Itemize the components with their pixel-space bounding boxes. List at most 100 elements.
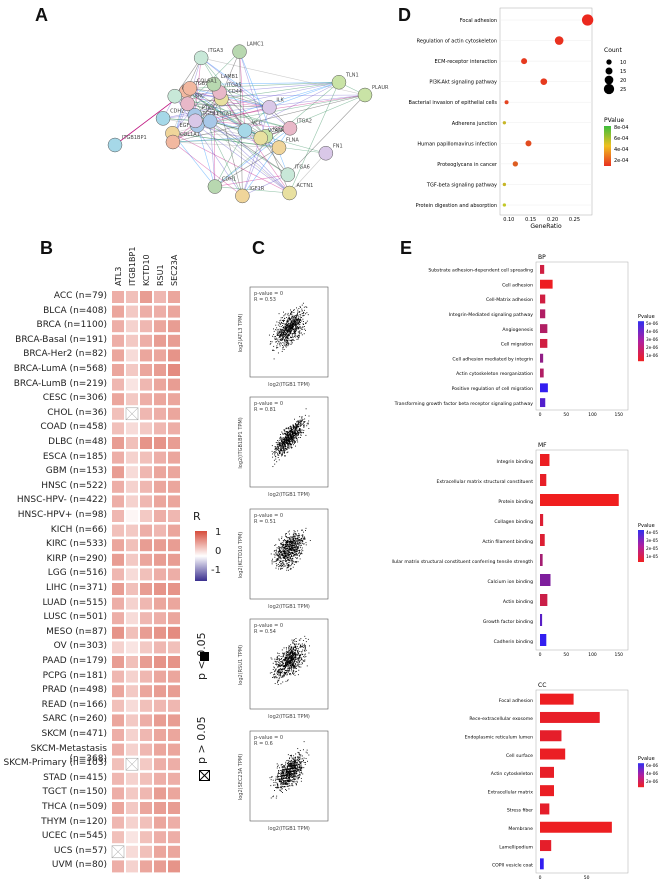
scatter-point [294,767,296,769]
scatter-point [287,321,288,322]
scatter-point [290,656,292,658]
scatter-point [275,567,277,569]
scatter-point [290,550,292,552]
scatter-point [297,657,299,659]
scatter-point [284,657,286,659]
scatter-point [287,431,289,433]
scatter-point [289,771,290,773]
scatter-point [279,780,281,782]
scatter-point [292,651,294,653]
heatmap-cell [112,860,124,873]
scatter-point [290,553,291,555]
scatter-point [282,681,284,683]
scatter-point [283,782,285,783]
scatter-point [300,663,302,665]
scatter-point [304,418,306,420]
scatter-point [286,442,288,444]
scatter-point [289,650,290,652]
scatter-point [294,546,296,548]
heatmap-cell [112,802,124,814]
scatter-point [290,324,292,326]
scatter-point [292,432,294,434]
heatmap-cell [140,670,152,683]
scatter-point [304,648,306,650]
scatter-point [297,541,299,543]
scatter-point [290,433,292,435]
scatter-point [286,780,288,781]
scatter-point [295,321,297,323]
scatter-point [298,539,300,540]
scatter-point [273,358,275,360]
scatter-point [299,656,301,658]
scatter-point [299,774,301,776]
heatmap-cell [140,349,152,362]
ppi-network: CDH2IGF1REGFRFN1ITGB1CDH1CD44PTK2ITGA5CA… [107,42,389,204]
scatter-point [286,332,288,334]
scatter-point [275,663,276,665]
scatter-point [277,784,278,786]
dot-plot-point [502,203,507,207]
scatter-point [301,421,302,422]
scatter-point [294,532,296,534]
scatter-ylabel: log2(ITGB1BP1 TPM) [238,417,244,468]
scatter-point [277,547,279,549]
scatter-point [288,338,290,340]
scatter-point [295,445,296,447]
scatter-point [297,652,299,653]
scatter-point [290,318,292,320]
scatter-point [305,542,307,544]
scatter-point [294,336,296,338]
scatter-point [295,437,297,439]
scatter-point [281,450,283,451]
scatter-point [284,317,285,319]
scatter-point [287,446,289,448]
scatter-point [289,552,291,554]
dot-plot-category: Protein digestion and absorption [416,203,497,209]
scatter-point [290,542,292,544]
scatter-point [273,666,275,668]
scatter-point [286,669,288,671]
scatter-point [283,768,285,770]
scatter-point [279,434,281,435]
scatter-point [286,660,288,661]
scatter-point [300,766,302,768]
scatter-point [278,661,280,663]
scatter-point [293,320,294,322]
scatter-point [279,449,281,451]
scatter-point [305,762,306,763]
scatter-point [296,558,298,560]
heatmap-cell [154,553,166,566]
heatmap-cell [126,641,138,654]
scatter-point [302,542,303,544]
scatter-point [278,330,280,332]
scatter-point [281,665,282,667]
scatter-point [290,443,292,445]
scatter-point [288,327,290,329]
scatter-point [293,655,295,656]
scatter-point [281,669,283,671]
scatter-point [286,766,288,768]
scatter-point [274,790,275,791]
scatter-point [301,654,303,656]
scatter-point [274,338,276,340]
scatter-point [293,428,295,430]
scatter-point [282,782,284,784]
scatter-point [276,338,278,340]
scatter-point [286,663,288,665]
scatter-point [279,336,281,338]
scatter-point [290,325,292,327]
scatter-point [280,775,282,777]
scatter-point [278,553,280,555]
scatter-point [281,455,283,457]
scatter-point [280,319,282,321]
scatter-point [304,653,306,655]
scatter-point [284,786,286,788]
scatter-point [282,443,284,445]
scatter-point [299,552,301,553]
scatter-point [294,546,296,548]
scatter-point [281,322,283,324]
scatter-point [283,565,285,567]
scatter-point [285,774,287,776]
scatter-point [295,560,297,562]
scatter-point [286,654,288,656]
